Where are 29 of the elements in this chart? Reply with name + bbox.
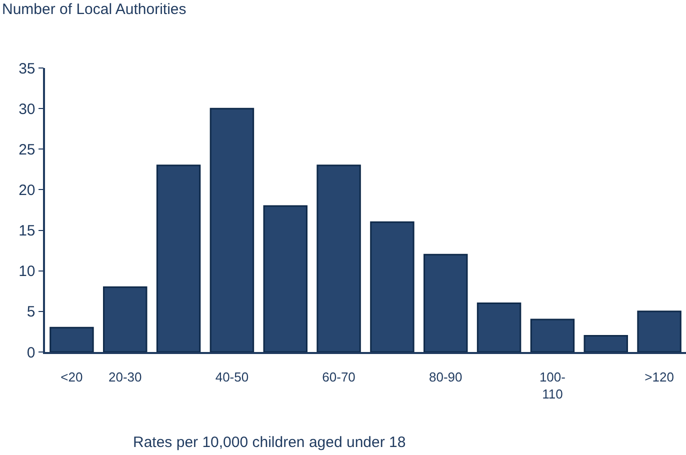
x-tick-label: 100-110 [539,369,566,402]
y-tick-label: 0 [26,344,36,362]
x-axis-title: Rates per 10,000 children aged under 18 [133,434,406,451]
y-tick-label: 10 [18,263,36,280]
x-tick-label: <20 [60,369,83,384]
bar [103,286,148,352]
x-tick-label: 20-30 [108,369,142,384]
bar [530,318,575,352]
bar [156,164,201,352]
x-tick-label: 40-50 [215,369,249,384]
y-tick-label: 20 [18,182,36,199]
x-tick-label: >120 [644,369,674,384]
y-tick-label: 5 [26,304,36,321]
y-tick-label: 35 [18,60,36,78]
bar [370,221,414,352]
bar [316,164,361,352]
bar [637,310,682,352]
bar [263,205,308,352]
bar [210,108,254,352]
y-tick-label: 30 [18,100,36,118]
y-tick-label: 25 [18,141,36,158]
y-axis-title: Number of Local Authorities [2,1,186,18]
bar [584,335,628,352]
y-tick-label: 15 [18,222,36,240]
bar [476,302,522,352]
x-tick-label: 60-70 [322,369,356,384]
bar [424,254,468,352]
bar [50,326,94,352]
x-tick-label: 80-90 [428,369,462,384]
